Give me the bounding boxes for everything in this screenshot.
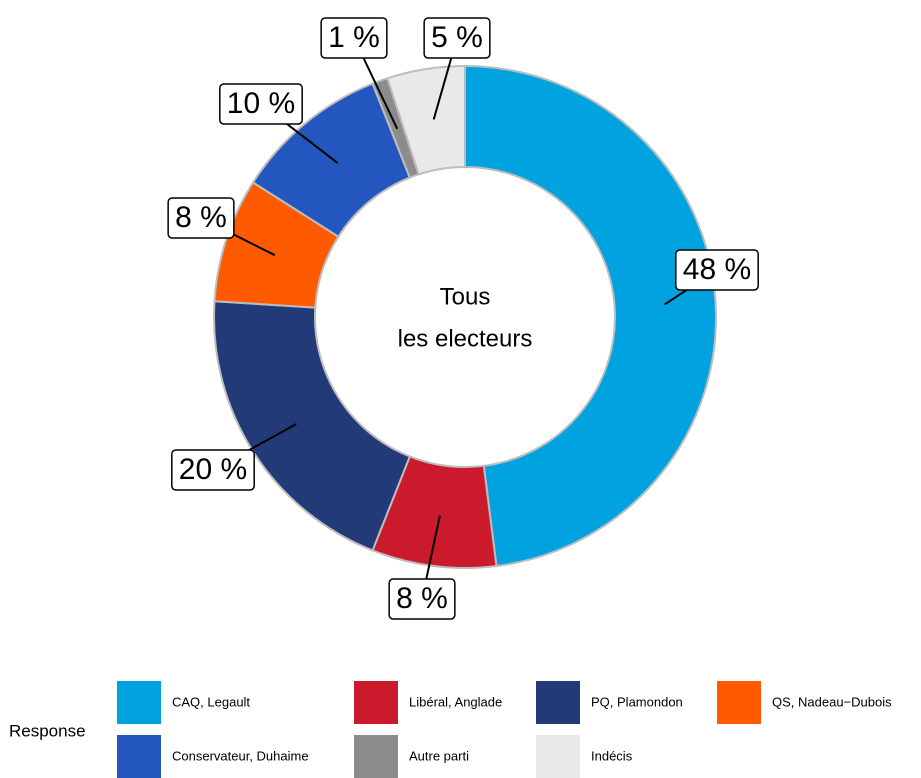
- legend-key: [354, 681, 398, 724]
- data-label: 8 %: [175, 201, 227, 234]
- label-box: [167, 197, 235, 239]
- label-box: [675, 249, 759, 291]
- data-label: 48 %: [683, 253, 751, 286]
- legend-label: Autre parti: [409, 748, 469, 763]
- legend-key: [717, 681, 761, 724]
- legend-label: Indécis: [591, 748, 633, 763]
- legend-label: Libéral, Anglade: [409, 694, 502, 709]
- legend-key: [117, 681, 161, 724]
- data-label: 10 %: [227, 87, 295, 120]
- legend-key: [354, 735, 398, 778]
- center-label: les electeurs: [398, 325, 533, 352]
- label-box: [320, 17, 388, 59]
- legend-label: PQ, Plamondon: [591, 694, 683, 709]
- legend-label: QS, Nadeau−Dubois: [772, 694, 892, 709]
- legend-key: [536, 735, 580, 778]
- slice: [213, 300, 412, 552]
- slice: [386, 64, 466, 176]
- legend-key: [117, 735, 161, 778]
- data-label: 20 %: [179, 453, 247, 486]
- data-label: 5 %: [431, 21, 483, 54]
- center-label: Tous: [440, 283, 491, 310]
- data-label: 1 %: [328, 21, 380, 54]
- slice: [464, 64, 717, 568]
- slices: [213, 64, 717, 569]
- legend-label: Conservateur, Duhaime: [172, 748, 309, 763]
- legend-key: [536, 681, 580, 724]
- label-box: [423, 17, 491, 59]
- labels: 48 % 8 % 20 % 8 % 10 % 1 % 5 %: [167, 17, 759, 620]
- label-box: [388, 578, 456, 620]
- legend-label: CAQ, Legault: [172, 694, 250, 709]
- data-label: 8 %: [396, 582, 448, 615]
- label-box: [219, 83, 303, 125]
- label-box: [171, 449, 255, 491]
- legend-title: Response: [9, 721, 86, 740]
